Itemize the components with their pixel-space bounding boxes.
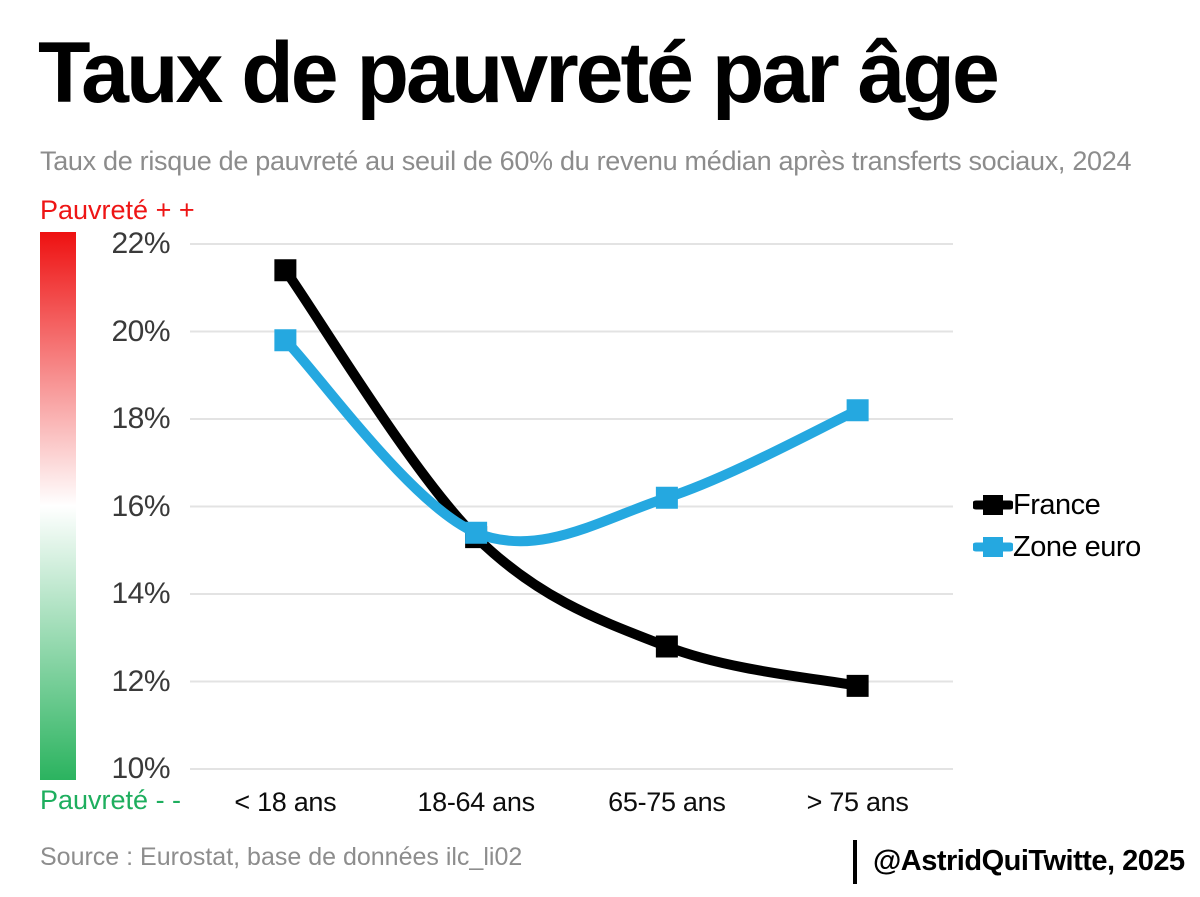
- zone-euro-data-point-marker: [846, 399, 869, 422]
- zone-euro-data-point-marker: [274, 329, 297, 352]
- page-title: Taux de pauvreté par âge: [38, 25, 1000, 121]
- colorbar-top-label: Pauvreté + +: [40, 195, 195, 225]
- y-axis-tick-label: 20%: [111, 314, 170, 348]
- y-axis-tick-label: 16%: [111, 489, 170, 523]
- x-axis-category-label: < 18 ans: [234, 787, 337, 817]
- zone-euro-data-point-marker: [655, 486, 678, 509]
- legend-marker-icon: [973, 537, 1013, 557]
- legend-label: Zone euro: [1013, 530, 1141, 563]
- zone-euro-line: [280, 335, 863, 547]
- legend-item-zone-euro: Zone euro: [973, 526, 1141, 568]
- y-axis-tick-label: 18%: [111, 402, 170, 435]
- france-line: [280, 265, 863, 691]
- france-data-point-marker: [846, 674, 869, 697]
- x-axis-category-label: 18-64 ans: [417, 787, 535, 817]
- france-data-point-marker: [274, 259, 297, 282]
- y-axis-tick-label: 14%: [111, 577, 170, 610]
- x-axis-category-label: > 75 ans: [806, 787, 909, 817]
- y-axis-tick-label: 12%: [111, 664, 170, 698]
- legend-label: France: [1013, 488, 1101, 521]
- source-note: Source : Eurostat, base de données ilc_l…: [40, 843, 523, 871]
- y-axis-tick-label: 10%: [111, 752, 170, 785]
- france-data-point-marker: [655, 635, 678, 658]
- page-subtitle: Taux de risque de pauvreté au seuil de 6…: [40, 146, 1132, 176]
- poverty-gradient-colorbar: [40, 232, 76, 780]
- x-axis-category-label: 65-75 ans: [608, 787, 726, 817]
- y-axis-tick-label: 22%: [111, 227, 170, 260]
- colorbar-bottom-label: Pauvreté - -: [40, 785, 182, 815]
- author-credit: @AstridQuiTwitte, 2025: [873, 845, 1185, 877]
- credit-divider-bar: [853, 840, 857, 884]
- zone-euro-data-point-marker: [465, 521, 488, 544]
- legend-marker-icon: [973, 495, 1013, 515]
- legend-item-france: France: [973, 484, 1141, 526]
- chart-legend: France Zone euro: [973, 484, 1141, 568]
